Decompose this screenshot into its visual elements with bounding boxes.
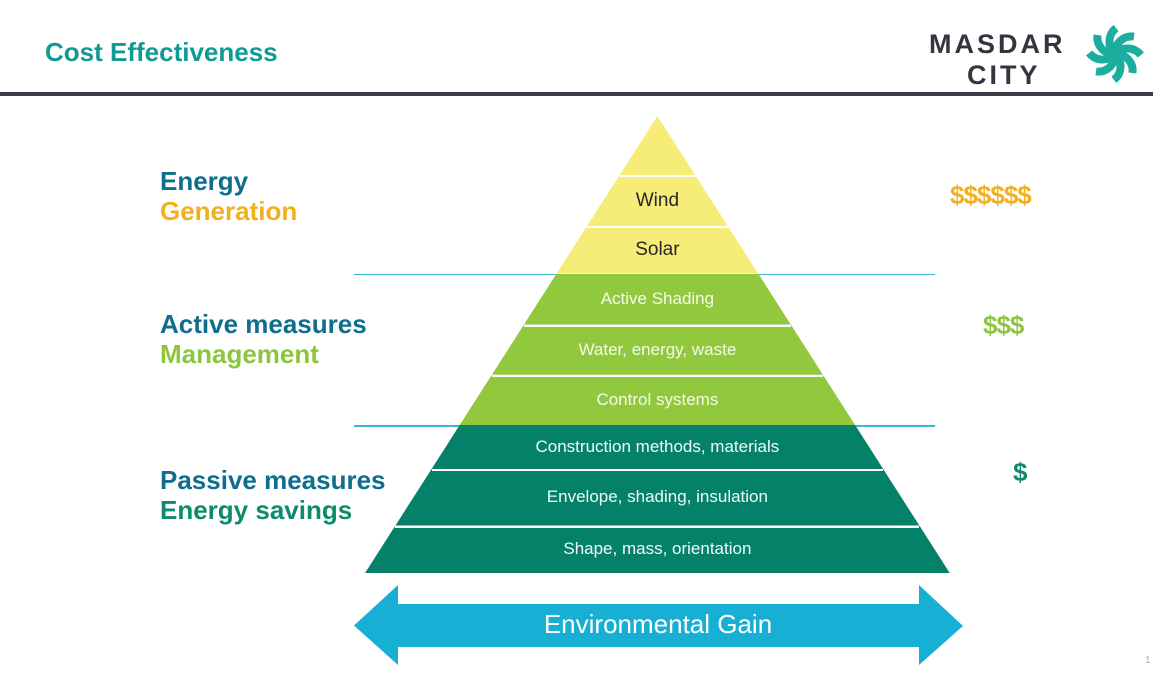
- svg-text:Environmental Gain: Environmental Gain: [544, 609, 772, 639]
